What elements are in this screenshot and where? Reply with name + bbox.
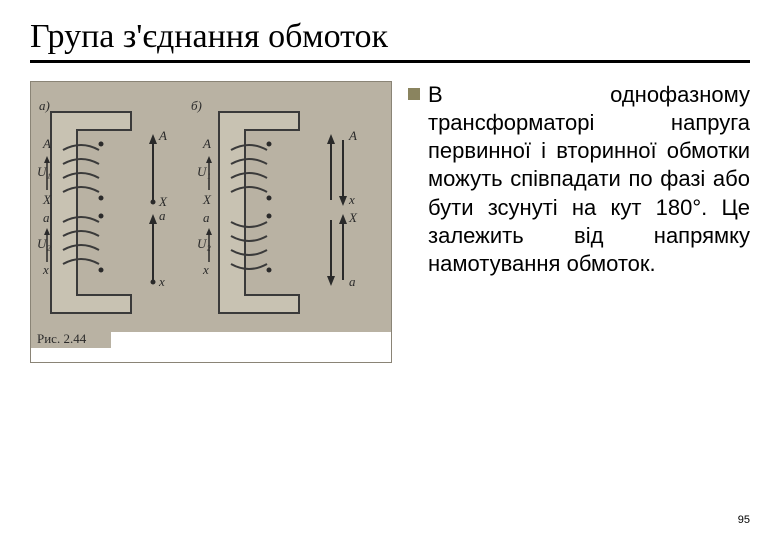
label-U2-a: U₂ (37, 236, 51, 251)
body-paragraph: В однофазному трансформаторі напруга пер… (428, 81, 750, 278)
bullet-item: В однофазному трансформаторі напруга пер… (408, 81, 750, 278)
vec-a-a: a (159, 208, 166, 223)
vec-a-b: a (349, 274, 356, 289)
label-x-b: x (202, 262, 209, 277)
content-row: а) A U₁ X a U₂ x A X (30, 81, 750, 363)
vectors-b: A x X a (327, 128, 358, 289)
vec-x-b1: x (348, 192, 355, 207)
label-U1-a: U₁ (37, 164, 51, 179)
label-A-a: A (42, 136, 51, 151)
vec-A-b: A (348, 128, 357, 143)
title-underline (30, 60, 750, 63)
slide: Група з'єднання обмоток (0, 0, 780, 540)
label-a-a: a (43, 210, 50, 225)
bullet-icon (408, 88, 420, 100)
transformer-figure: а) A U₁ X a U₂ x A X (30, 81, 392, 363)
label-A-b: A (202, 136, 211, 151)
label-x-a: x (42, 262, 49, 277)
label-variant-b: б) (191, 98, 202, 113)
label-variant-a: а) (39, 98, 50, 113)
vec-A-a: A (158, 128, 167, 143)
label-X-b: X (202, 192, 212, 207)
label-X-a: X (42, 192, 52, 207)
vectors-a: A X a x (149, 128, 168, 289)
figure-caption-visible: Рис. 2.44 (37, 331, 87, 346)
transformer-diagram-svg: а) A U₁ X a U₂ x A X (31, 82, 391, 362)
vec-x-a: x (158, 274, 165, 289)
page-title: Група з'єднання обмоток (30, 18, 750, 56)
core-a (51, 112, 131, 313)
label-a-b: a (203, 210, 210, 225)
vec-X-b: X (348, 210, 358, 225)
core-b (219, 112, 299, 313)
text-column: В однофазному трансформаторі напруга пер… (408, 81, 750, 363)
page-number: 95 (738, 514, 750, 526)
vec-X-a: X (158, 194, 168, 209)
